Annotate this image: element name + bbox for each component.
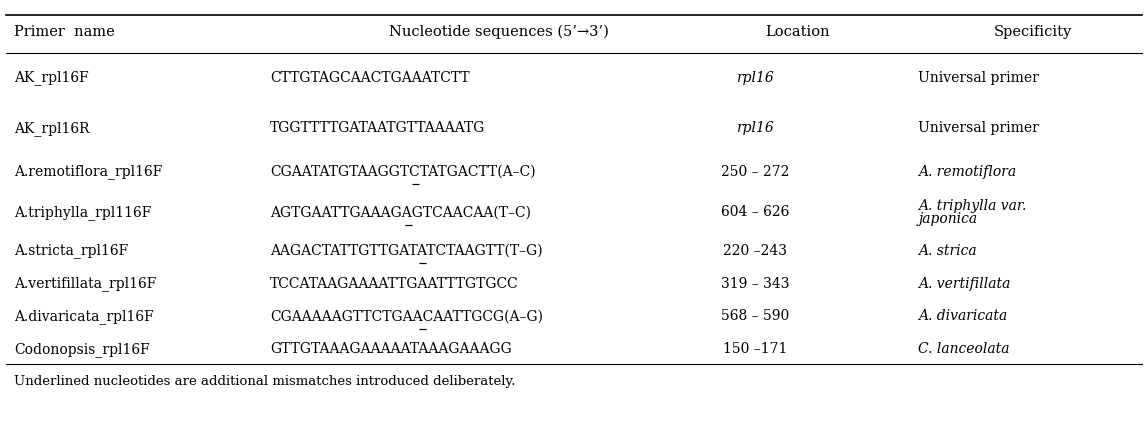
Text: A. strica: A. strica — [918, 244, 977, 258]
Text: japonica: japonica — [918, 212, 978, 226]
Text: A.stricta_rpl16F: A.stricta_rpl16F — [14, 244, 129, 258]
Text: Primer  name: Primer name — [14, 25, 115, 39]
Text: 568 – 590: 568 – 590 — [721, 310, 790, 323]
Text: CGAAAAAGTTCTGAACAATTGCG(A–G): CGAAAAAGTTCTGAACAATTGCG(A–G) — [270, 310, 543, 323]
Text: A. triphylla var.: A. triphylla var. — [918, 199, 1026, 213]
Text: 319 – 343: 319 – 343 — [721, 277, 790, 290]
Text: AAGACTATTGTTGATATCTAAGTT(T–G): AAGACTATTGTTGATATCTAAGTT(T–G) — [270, 244, 542, 258]
Text: Universal primer: Universal primer — [918, 121, 1039, 135]
Text: Universal primer: Universal primer — [918, 71, 1039, 85]
Text: A. remotiflora: A. remotiflora — [918, 165, 1016, 179]
Text: Specificity: Specificity — [994, 25, 1072, 39]
Text: TGGTTTTGATAATGTTAAAATG: TGGTTTTGATAATGTTAAAATG — [270, 121, 486, 135]
Text: 150 –171: 150 –171 — [723, 343, 788, 356]
Text: CGAATATGTAAGGTCTATGACTT(A–C): CGAATATGTAAGGTCTATGACTT(A–C) — [270, 165, 535, 179]
Text: Underlined nucleotides are additional mismatches introduced deliberately.: Underlined nucleotides are additional mi… — [14, 375, 515, 389]
Text: Nucleotide sequences (5’→3’): Nucleotide sequences (5’→3’) — [389, 25, 610, 39]
Text: A.remotiflora_rpl16F: A.remotiflora_rpl16F — [14, 165, 162, 179]
Text: A. vertifillata: A. vertifillata — [918, 277, 1010, 290]
Text: rpl16: rpl16 — [737, 121, 774, 135]
Text: AGTGAATTGAAAGAGTCAACAA(T–C): AGTGAATTGAAAGAGTCAACAA(T–C) — [270, 205, 530, 219]
Text: 220 –243: 220 –243 — [723, 244, 788, 258]
Text: A.vertifillata_rpl16F: A.vertifillata_rpl16F — [14, 276, 156, 291]
Text: Codonopsis_rpl16F: Codonopsis_rpl16F — [14, 342, 149, 357]
Text: C. lanceolata: C. lanceolata — [918, 343, 1010, 356]
Text: rpl16: rpl16 — [737, 71, 774, 85]
Text: A. divaricata: A. divaricata — [918, 310, 1008, 323]
Text: Location: Location — [766, 25, 830, 39]
Text: 604 – 626: 604 – 626 — [721, 205, 790, 219]
Text: A.triphylla_rpl116F: A.triphylla_rpl116F — [14, 205, 152, 220]
Text: AK_rpl16R: AK_rpl16R — [14, 121, 90, 135]
Text: TCCATAAGAAAATTGAATTTGTGCC: TCCATAAGAAAATTGAATTTGTGCC — [270, 277, 519, 290]
Text: A.divaricata_rpl16F: A.divaricata_rpl16F — [14, 309, 154, 324]
Text: CTTGTAGCAACTGAAATCTT: CTTGTAGCAACTGAAATCTT — [270, 71, 470, 85]
Text: 250 – 272: 250 – 272 — [721, 165, 790, 179]
Text: AK_rpl16F: AK_rpl16F — [14, 71, 88, 85]
Text: GTTGTAAAGAAAAATAAAGAAAGG: GTTGTAAAGAAAAATAAAGAAAGG — [270, 343, 512, 356]
